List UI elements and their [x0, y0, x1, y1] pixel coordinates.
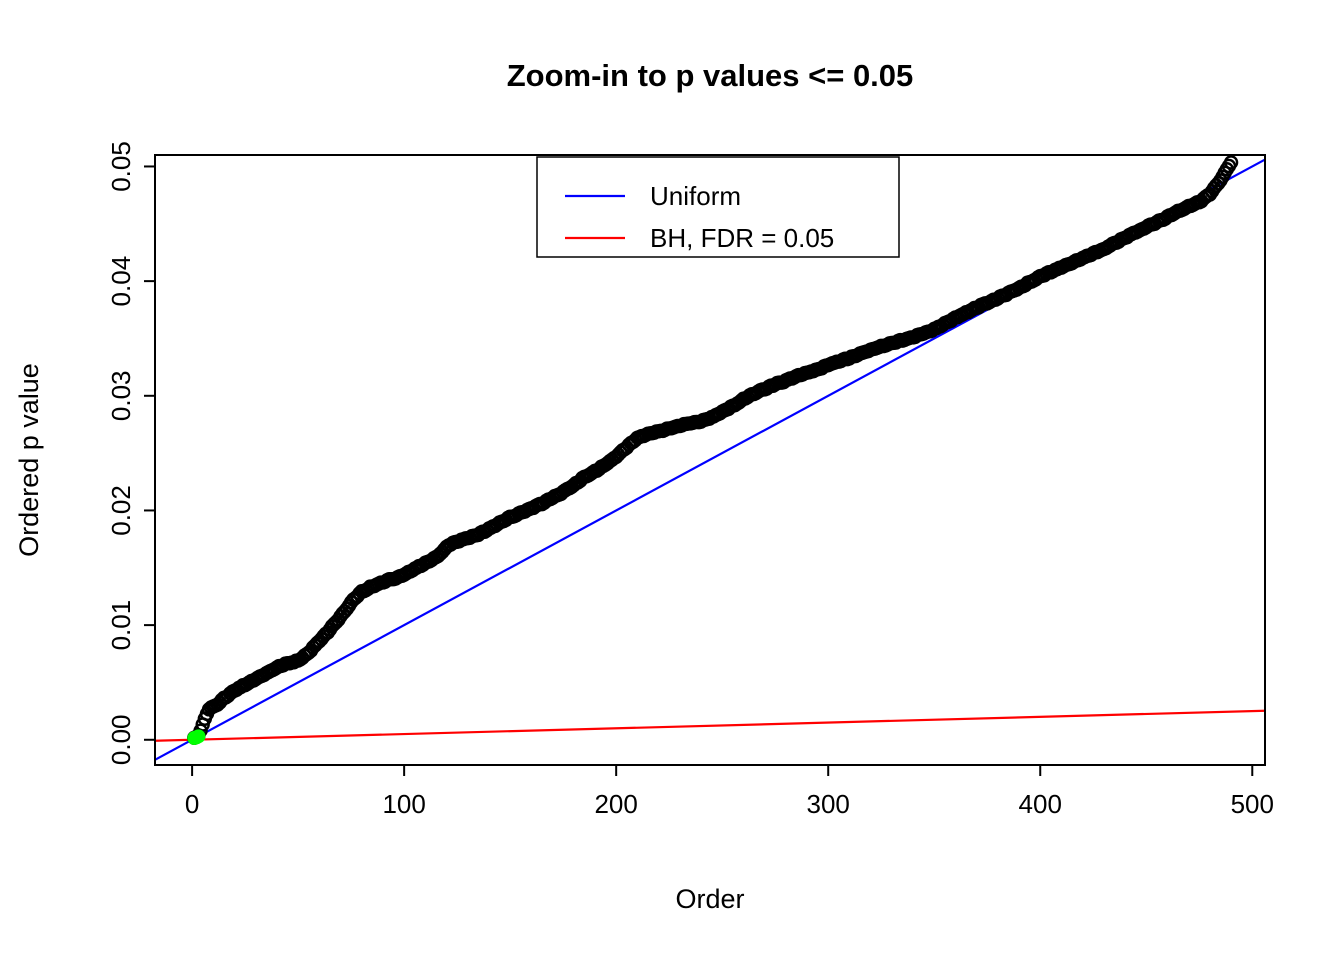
y-tick-label: 0.04: [106, 256, 136, 307]
x-tick-label: 0: [185, 789, 199, 819]
legend-box: [536, 156, 900, 258]
scatter-points: [187, 155, 1239, 746]
x-tick-label: 200: [594, 789, 637, 819]
x-axis-label: Order: [675, 884, 744, 914]
y-tick-label: 0.03: [106, 370, 136, 421]
significant-points: [187, 729, 206, 746]
x-axis-ticks: 0 100 200 300 400 500: [185, 765, 1274, 819]
y-axis-label: Ordered p value: [14, 363, 44, 557]
y-tick-label: 0.05: [106, 141, 136, 192]
legend-uniform-label: Uniform: [650, 181, 741, 211]
scatter-point: [1223, 155, 1239, 170]
legend-bh-label: BH, FDR = 0.05: [650, 223, 834, 253]
y-tick-label: 0.00: [106, 714, 136, 765]
plot-box: [154, 154, 1266, 766]
y-axis-ticks: 0.00 0.01 0.02 0.03 0.04 0.05: [106, 141, 155, 765]
bh-threshold-line: [154, 709, 1266, 742]
x-tick-label: 400: [1019, 789, 1062, 819]
x-tick-label: 100: [382, 789, 425, 819]
significant-point: [191, 729, 206, 744]
legend: Uniform BH, FDR = 0.05: [536, 156, 900, 258]
x-tick-label: 300: [807, 789, 850, 819]
x-tick-label: 500: [1231, 789, 1274, 819]
y-tick-label: 0.01: [106, 600, 136, 651]
y-tick-label: 0.02: [106, 485, 136, 536]
chart-title: Zoom-in to p values <= 0.05: [507, 58, 914, 93]
